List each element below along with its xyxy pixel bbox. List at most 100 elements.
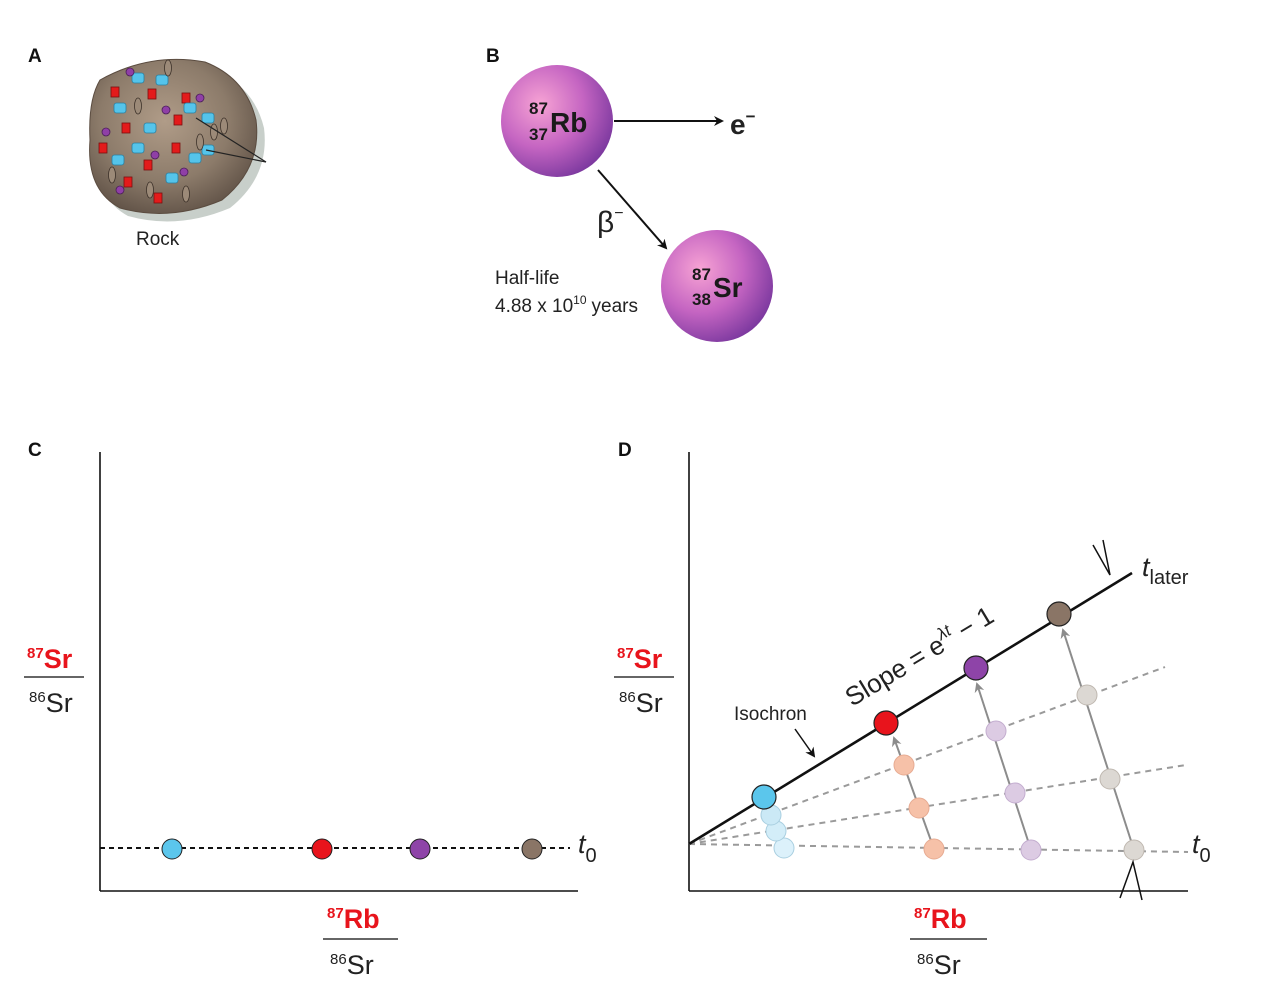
d-x-den-symbol: Sr — [934, 950, 961, 980]
c-x-numerator: 87Rb — [327, 904, 380, 934]
d-t0-label: t0 — [1192, 829, 1211, 867]
half-life-value: 4.88 x 1010 years — [495, 293, 638, 317]
d-tlater-sub: later — [1150, 567, 1189, 589]
c-t0-sub: 0 — [586, 845, 597, 867]
d-tlater-label: tlater — [1142, 552, 1189, 589]
beta-symbol: β — [597, 206, 614, 239]
c-t0-t: t — [578, 829, 587, 859]
mineral-grain — [110, 86, 120, 98]
mineral-grain — [134, 97, 142, 115]
d-slope-label: Slope = eλt − 1 — [839, 598, 999, 712]
d-t0-caret — [1119, 859, 1143, 901]
sr-atomic-number: 38 — [692, 290, 711, 309]
mineral-grain — [182, 185, 190, 203]
c-point-blue — [161, 838, 183, 860]
panel-a: A Rock — [28, 46, 267, 250]
mineral-grain — [101, 127, 111, 137]
half-life-label: Half-life — [495, 268, 559, 289]
d-y-den-symbol: Sr — [636, 688, 663, 718]
panel-c-letter: C — [28, 440, 42, 461]
electron-symbol: e — [730, 109, 746, 140]
sr-mass-number: 87 — [692, 265, 711, 284]
beta-decay-arrow — [597, 169, 668, 250]
d-arrow-purple — [974, 682, 1032, 851]
d-faded-purple-1 — [1020, 839, 1042, 861]
c-x-num-symbol: Rb — [344, 904, 380, 934]
panel-b: B 87 37 Rb e− β− 87 38 Sr Half-life 4.88… — [486, 46, 773, 342]
d-x-denominator: 86Sr — [917, 950, 961, 980]
c-y-den-symbol: Sr — [46, 688, 73, 718]
mineral-grain — [131, 142, 145, 154]
d-isochron-pointer — [794, 728, 816, 758]
mineral-grain — [111, 154, 125, 166]
mineral-grain — [181, 92, 191, 104]
rock-label: Rock — [136, 229, 180, 250]
c-y-den-mass: 86 — [29, 689, 46, 706]
mineral-grain — [196, 133, 204, 151]
half-life-base: 4.88 x 10 — [495, 296, 573, 317]
rock-minerals — [98, 59, 228, 204]
mineral-grain — [121, 122, 131, 134]
mineral-grain — [183, 102, 197, 114]
d-x-numerator: 87Rb — [914, 904, 967, 934]
c-x-denominator: 86Sr — [330, 950, 374, 980]
panel-d: D 87Sr 86Sr 87Rb 86Sr — [614, 440, 1211, 980]
mineral-grain — [161, 105, 171, 115]
d-point-brown — [1046, 601, 1072, 627]
mineral-grain — [150, 150, 160, 160]
c-point-red — [311, 838, 333, 860]
mineral-grain — [108, 166, 116, 184]
d-y-den-mass: 86 — [619, 689, 636, 706]
mineral-grain — [113, 102, 127, 114]
mineral-grain — [173, 114, 183, 126]
mineral-grain — [195, 93, 205, 103]
c-y-denominator: 86Sr — [29, 688, 73, 718]
electron-text: e− — [730, 107, 756, 140]
rb-sphere — [501, 65, 613, 177]
electron-charge: − — [746, 107, 756, 126]
d-y-numerator: 87Sr — [617, 644, 663, 674]
rb-atomic-number: 37 — [529, 125, 548, 144]
d-point-blue — [751, 784, 777, 810]
rock-pointer-lines — [195, 117, 267, 163]
mineral-grain — [131, 72, 145, 84]
d-faded-points — [760, 684, 1145, 861]
mineral-grain — [143, 122, 157, 134]
rb-symbol: Rb — [550, 107, 587, 138]
d-point-purple — [963, 655, 989, 681]
mineral-grain — [165, 172, 179, 184]
mineral-grain — [155, 74, 169, 86]
beta-text: β− — [597, 205, 624, 239]
c-point-purple — [409, 838, 431, 860]
mineral-grain — [171, 142, 181, 154]
c-point-brown — [521, 838, 543, 860]
mineral-grain — [201, 112, 215, 124]
d-faded-brown-2 — [1099, 768, 1121, 790]
rb-mass-number: 87 — [529, 99, 548, 118]
mineral-grain — [123, 176, 133, 188]
mineral-grain — [179, 167, 189, 177]
c-y-numerator: 87Sr — [27, 644, 73, 674]
d-x-num-symbol: Rb — [931, 904, 967, 934]
d-faded-red-3 — [893, 754, 915, 776]
mineral-grain — [164, 59, 172, 77]
d-slope-text: Slope = e — [840, 629, 950, 712]
d-t0-t: t — [1192, 829, 1201, 859]
d-faded-red-2 — [908, 797, 930, 819]
mineral-grain — [188, 152, 202, 164]
half-life-exponent: 10 — [573, 293, 587, 307]
mineral-grain — [147, 88, 157, 100]
d-evolution-arrows — [768, 628, 1135, 851]
d-y-denominator: 86Sr — [619, 688, 663, 718]
d-faded-purple-2 — [1004, 782, 1026, 804]
panel-a-letter: A — [28, 46, 42, 67]
mineral-grain — [153, 192, 163, 204]
c-y-num-symbol: Sr — [44, 644, 73, 674]
c-x-den-symbol: Sr — [347, 950, 374, 980]
mineral-grain — [98, 142, 108, 154]
sr-symbol: Sr — [713, 272, 743, 303]
d-faded-brown-3 — [1076, 684, 1098, 706]
d-intermediate-isochrons — [688, 666, 1189, 853]
mineral-grain — [115, 185, 125, 195]
